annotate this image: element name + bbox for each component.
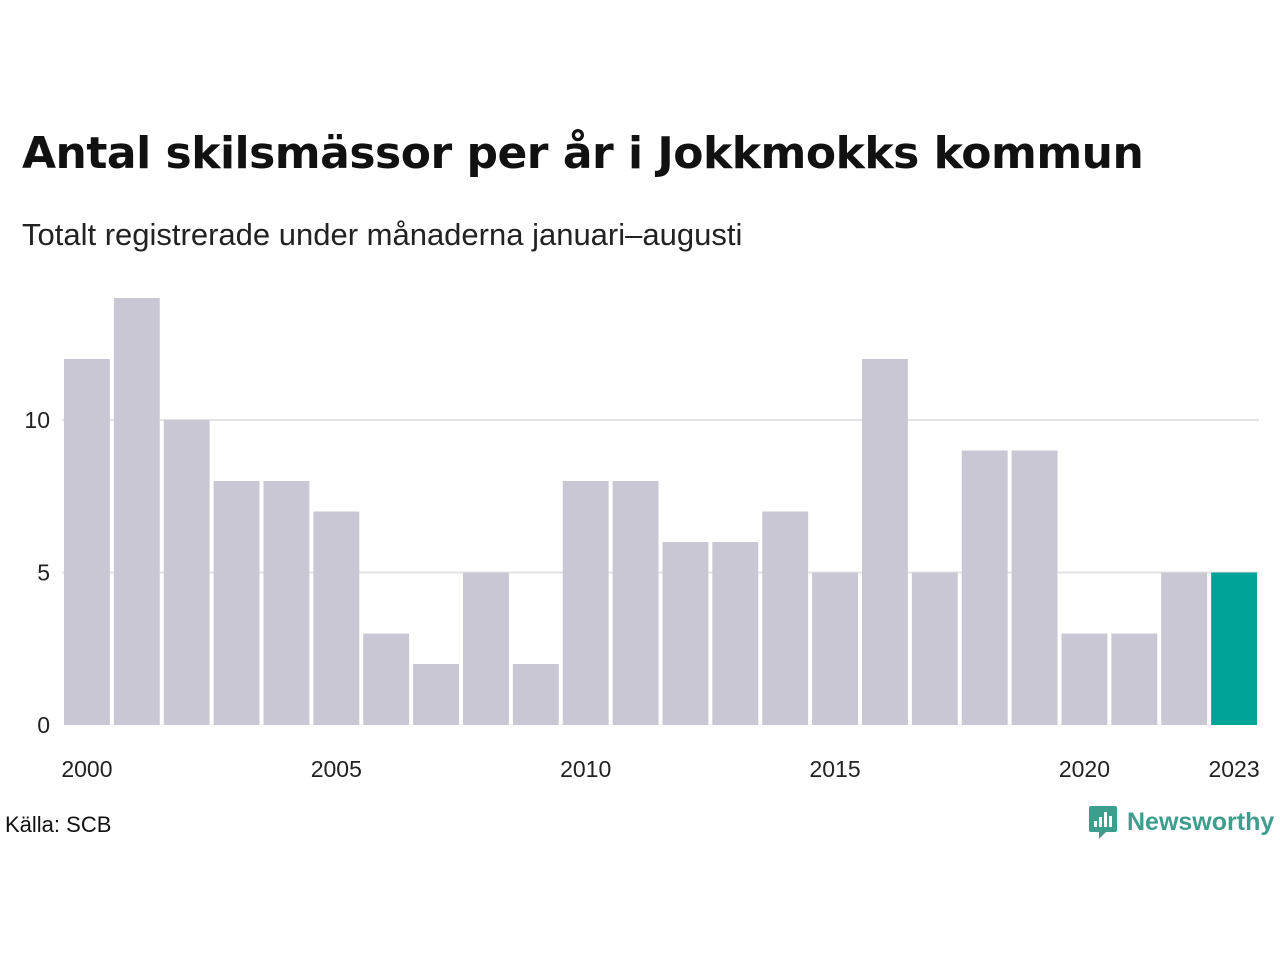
bar-2018 — [961, 450, 1008, 725]
bar-2011 — [612, 481, 659, 725]
y-axis-ticks: 0 5 10 — [24, 407, 50, 738]
y-tick-label: 0 — [37, 712, 50, 738]
bar-2023 — [1211, 572, 1258, 725]
x-tick-label: 2020 — [1059, 756, 1110, 782]
x-tick-label: 2023 — [1208, 756, 1259, 782]
bar-2006 — [363, 633, 410, 725]
brand-logo[interactable]: Newsworthy — [1088, 804, 1274, 840]
bar-2002 — [163, 420, 210, 725]
bar-2017 — [911, 572, 958, 725]
bar-2015 — [812, 572, 859, 725]
chart-subtitle: Totalt registrerade under månaderna janu… — [22, 217, 743, 252]
x-tick-label: 2010 — [560, 756, 611, 782]
bar-2014 — [762, 511, 809, 725]
y-tick-label: 5 — [37, 560, 50, 586]
y-tick-label: 10 — [24, 407, 50, 433]
newsworthy-logo-icon — [1089, 806, 1117, 839]
bar-2022 — [1161, 572, 1208, 725]
x-tick-label: 2000 — [61, 756, 112, 782]
bar-2013 — [712, 542, 759, 725]
bar-2004 — [263, 481, 310, 725]
bar-2005 — [313, 511, 360, 725]
bar-2001 — [113, 298, 160, 725]
bar-2008 — [463, 572, 509, 725]
bar-2007 — [413, 664, 460, 725]
bar-2016 — [862, 359, 908, 725]
bar-2009 — [512, 664, 559, 725]
x-tick-label: 2005 — [311, 756, 362, 782]
bar-2019 — [1011, 450, 1058, 725]
grid-lines — [62, 419, 1259, 574]
x-axis-ticks: 2000 2005 2010 2015 2020 2023 — [61, 756, 1259, 782]
x-tick-label: 2015 — [809, 756, 860, 782]
bar-2021 — [1111, 633, 1158, 725]
chart-title: Antal skilsmässor per år i Jokkmokks kom… — [22, 128, 1144, 179]
bar-chart: 0 5 10 2000 2005 2010 2015 2020 2023 — [24, 298, 1260, 782]
bar-2012 — [662, 542, 709, 725]
bars — [64, 298, 1258, 725]
bar-2003 — [213, 481, 260, 725]
brand-name: Newsworthy — [1127, 807, 1275, 836]
bar-2010 — [562, 481, 609, 725]
bar-2000 — [64, 359, 110, 725]
bar-2020 — [1061, 633, 1108, 725]
source-note: Källa: SCB — [5, 812, 112, 837]
